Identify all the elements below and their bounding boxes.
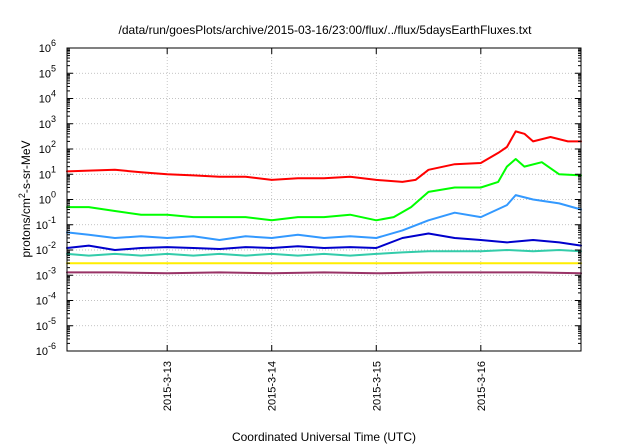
y-tick-label: 104 — [39, 89, 56, 106]
series-line-7 — [66, 271, 582, 275]
x-axis: 2015-3-13 2015-3-14 2015-3-15 2015-3-16 — [162, 48, 488, 411]
y-axis-label: protons/cm2-s-sr-MeV — [17, 140, 33, 257]
y-tick-label: 10-2 — [36, 240, 56, 257]
y-tick-label: 100 — [39, 190, 56, 207]
grid — [67, 48, 581, 351]
y-tick-label: 101 — [39, 164, 56, 181]
series-layer — [66, 130, 582, 275]
series-line-3 — [66, 194, 582, 241]
chart-title: /data/run/goesPlots/archive/2015-03-16/2… — [119, 23, 533, 37]
x-tick-label: 2015-3-14 — [267, 361, 279, 411]
series-line-2 — [66, 158, 582, 222]
x-tick-label: 2015-3-15 — [371, 361, 383, 411]
x-tick-label: 2015-3-13 — [162, 361, 174, 411]
y-tick-label: 106 — [39, 38, 56, 55]
y-tick-label: 103 — [39, 114, 56, 131]
x-axis-label: Coordinated Universal Time (UTC) — [232, 430, 416, 444]
plot-frame — [66, 47, 582, 352]
y-tick-label: 10-6 — [36, 341, 56, 358]
y-tick-label: 10-5 — [36, 316, 56, 333]
series-line-5 — [66, 249, 582, 257]
x-tick-label: 2015-3-16 — [476, 361, 488, 411]
y-tick-label: 10-3 — [36, 265, 56, 282]
y-tick-label: 10-4 — [36, 291, 56, 308]
series-line-1 — [66, 130, 582, 183]
series-line-4 — [66, 232, 582, 251]
y-tick-label: 105 — [39, 63, 56, 80]
y-tick-label: 102 — [39, 139, 56, 156]
y-tick-label: 10-1 — [36, 215, 56, 232]
y-axis: 10-6 10-5 10-4 10-3 10-2 10-1 100 101 102 103 104 1… — [36, 38, 581, 358]
